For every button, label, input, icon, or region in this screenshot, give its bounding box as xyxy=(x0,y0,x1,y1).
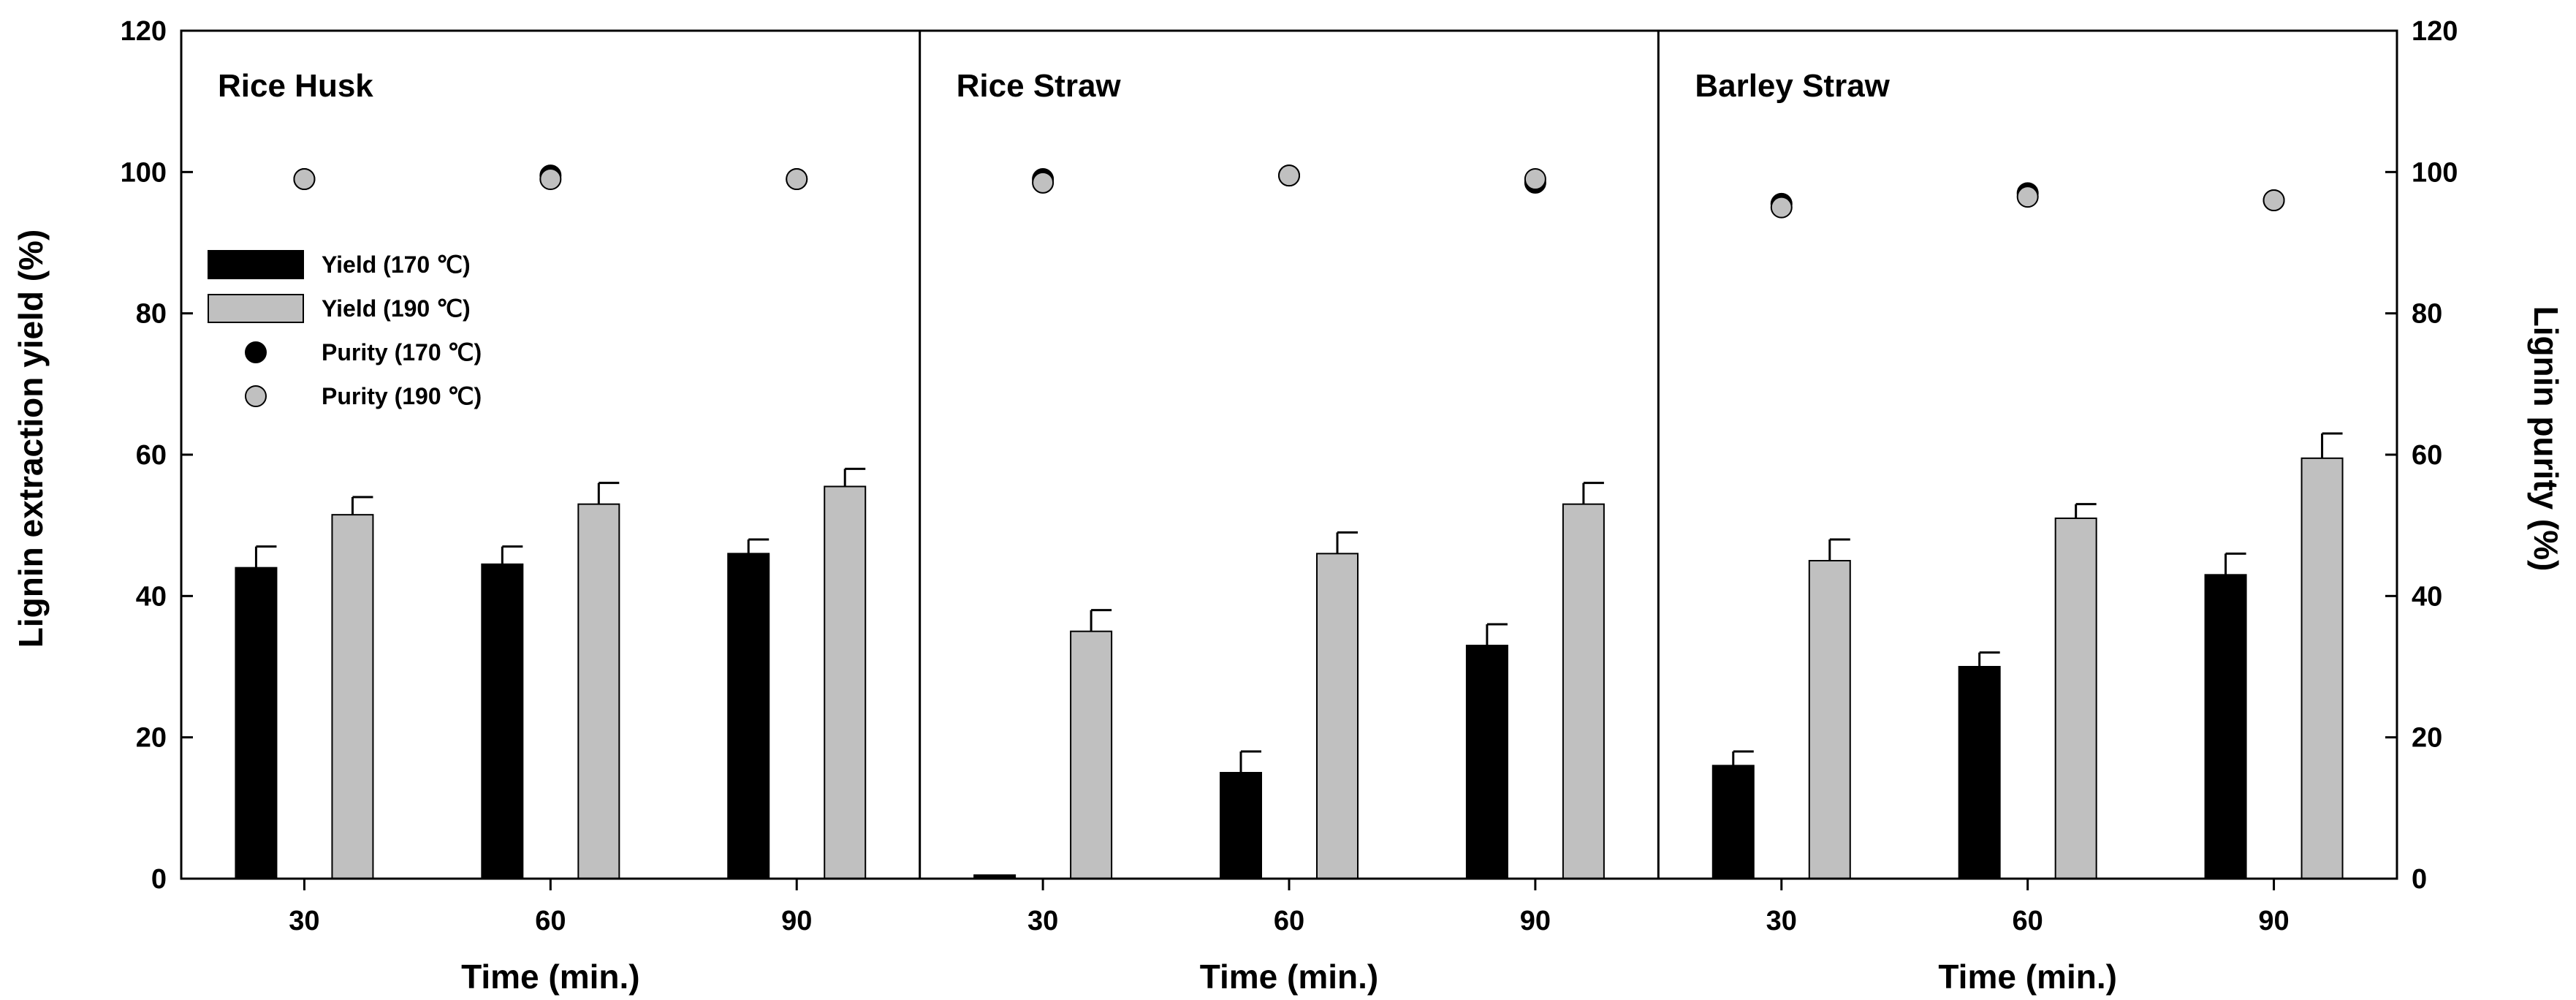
marker-purity-190 xyxy=(1278,164,1300,187)
legend-swatch-bar xyxy=(208,294,304,323)
y-left-tick-label: 0 xyxy=(151,864,167,895)
y-left-axis-title: Lignin extraction yield (%) xyxy=(12,230,50,648)
bar-yield-190 xyxy=(1070,630,1113,880)
legend-item: Purity (190 ℃) xyxy=(245,383,482,409)
x-tick-label: 30 xyxy=(1027,906,1058,936)
bar-yield-190 xyxy=(1316,553,1359,879)
y-left-tick-label: 60 xyxy=(136,440,167,471)
legend-swatch-bar xyxy=(208,250,304,279)
y-right-tick-label: 60 xyxy=(2412,440,2442,471)
x-tick-label: 90 xyxy=(2258,906,2289,936)
marker-purity-190 xyxy=(1032,171,1055,194)
marker-purity-190 xyxy=(2262,189,2285,211)
y-right-tick-label: 120 xyxy=(2412,16,2458,47)
y-right-tick-label: 20 xyxy=(2412,723,2442,754)
y-right-tick-label: 100 xyxy=(2412,157,2458,188)
y-left-tick-label: 120 xyxy=(121,16,167,47)
panels: Rice Husk 30 60 90 Time (min.) Rice Straw 30 60… xyxy=(218,68,2344,996)
marker-purity-190 xyxy=(539,168,562,190)
bar-yield-190 xyxy=(1808,560,1851,879)
legend-swatch-marker xyxy=(245,385,267,407)
panel-rice-husk: Rice Husk 30 60 90 Time (min.) xyxy=(218,68,867,996)
legend-label: Yield (190 ℃) xyxy=(322,295,471,322)
legend-item: Purity (170 ℃) xyxy=(245,339,482,365)
y-right-tick-label: 80 xyxy=(2412,299,2442,330)
bar-yield-190 xyxy=(824,485,867,879)
marker-purity-190 xyxy=(293,168,316,190)
legend: Yield (170 ℃) Yield (190 ℃) Purity (170 ℃)… xyxy=(208,250,482,409)
y-right-tick-label: 0 xyxy=(2412,864,2427,895)
legend-swatch-marker xyxy=(245,341,267,363)
bar-yield-170 xyxy=(1711,765,1755,880)
bar-yield-190 xyxy=(331,514,374,880)
legend-label: Purity (170 ℃) xyxy=(322,339,482,365)
x-tick-label: 30 xyxy=(1766,906,1797,936)
legend-label: Yield (170 ℃) xyxy=(322,251,471,278)
marker-purity-190 xyxy=(1770,196,1793,219)
bar-yield-190 xyxy=(1562,503,1605,879)
legend-item: Yield (170 ℃) xyxy=(208,250,471,279)
bar-yield-170 xyxy=(1220,772,1262,879)
panel-title: Rice Husk xyxy=(218,68,373,104)
y-right-axis-title: Lignin purity (%) xyxy=(2527,306,2565,572)
bar-yield-170 xyxy=(2204,574,2247,879)
x-tick-label: 90 xyxy=(1520,906,1551,936)
legend-item: Yield (190 ℃) xyxy=(208,294,471,323)
bar-yield-190 xyxy=(577,503,620,879)
marker-purity-190 xyxy=(786,168,808,190)
y-left-tick-label: 80 xyxy=(136,299,167,330)
x-axis-title: Time (min.) xyxy=(461,958,640,996)
bar-yield-170 xyxy=(481,563,524,879)
x-axis-title: Time (min.) xyxy=(1200,958,1379,996)
x-tick-label: 60 xyxy=(1274,906,1304,936)
bar-yield-190 xyxy=(2054,518,2097,879)
bar-yield-170 xyxy=(1465,645,1508,879)
panel-title: Rice Straw xyxy=(957,68,1122,104)
bar-yield-190 xyxy=(2300,457,2344,879)
bar-yield-170 xyxy=(235,567,278,880)
legend-label: Purity (190 ℃) xyxy=(322,383,482,409)
bar-yield-170 xyxy=(1958,666,2001,879)
y-left-tick-label: 20 xyxy=(136,723,167,754)
x-tick-label: 60 xyxy=(535,906,566,936)
x-tick-label: 90 xyxy=(781,906,812,936)
y-left-tick-label: 100 xyxy=(121,157,167,188)
panel-barley-straw: Barley Straw 30 60 90 Time (min.) xyxy=(1695,68,2344,996)
panel-title: Barley Straw xyxy=(1695,68,1890,104)
bar-yield-170 xyxy=(727,553,770,879)
axes: 0 0 20 20 40 40 60 60 80 80 100 100 120 120 xyxy=(121,16,2458,895)
panel-rice-straw: Rice Straw 30 60 90 Time (min.) xyxy=(957,68,1605,996)
y-left-tick-label: 40 xyxy=(136,581,167,612)
marker-purity-190 xyxy=(1524,168,1546,190)
x-tick-label: 60 xyxy=(2013,906,2043,936)
x-axis-title: Time (min.) xyxy=(1938,958,2117,996)
marker-purity-190 xyxy=(2016,186,2039,208)
x-tick-label: 30 xyxy=(289,906,319,936)
y-right-tick-label: 40 xyxy=(2412,581,2442,612)
